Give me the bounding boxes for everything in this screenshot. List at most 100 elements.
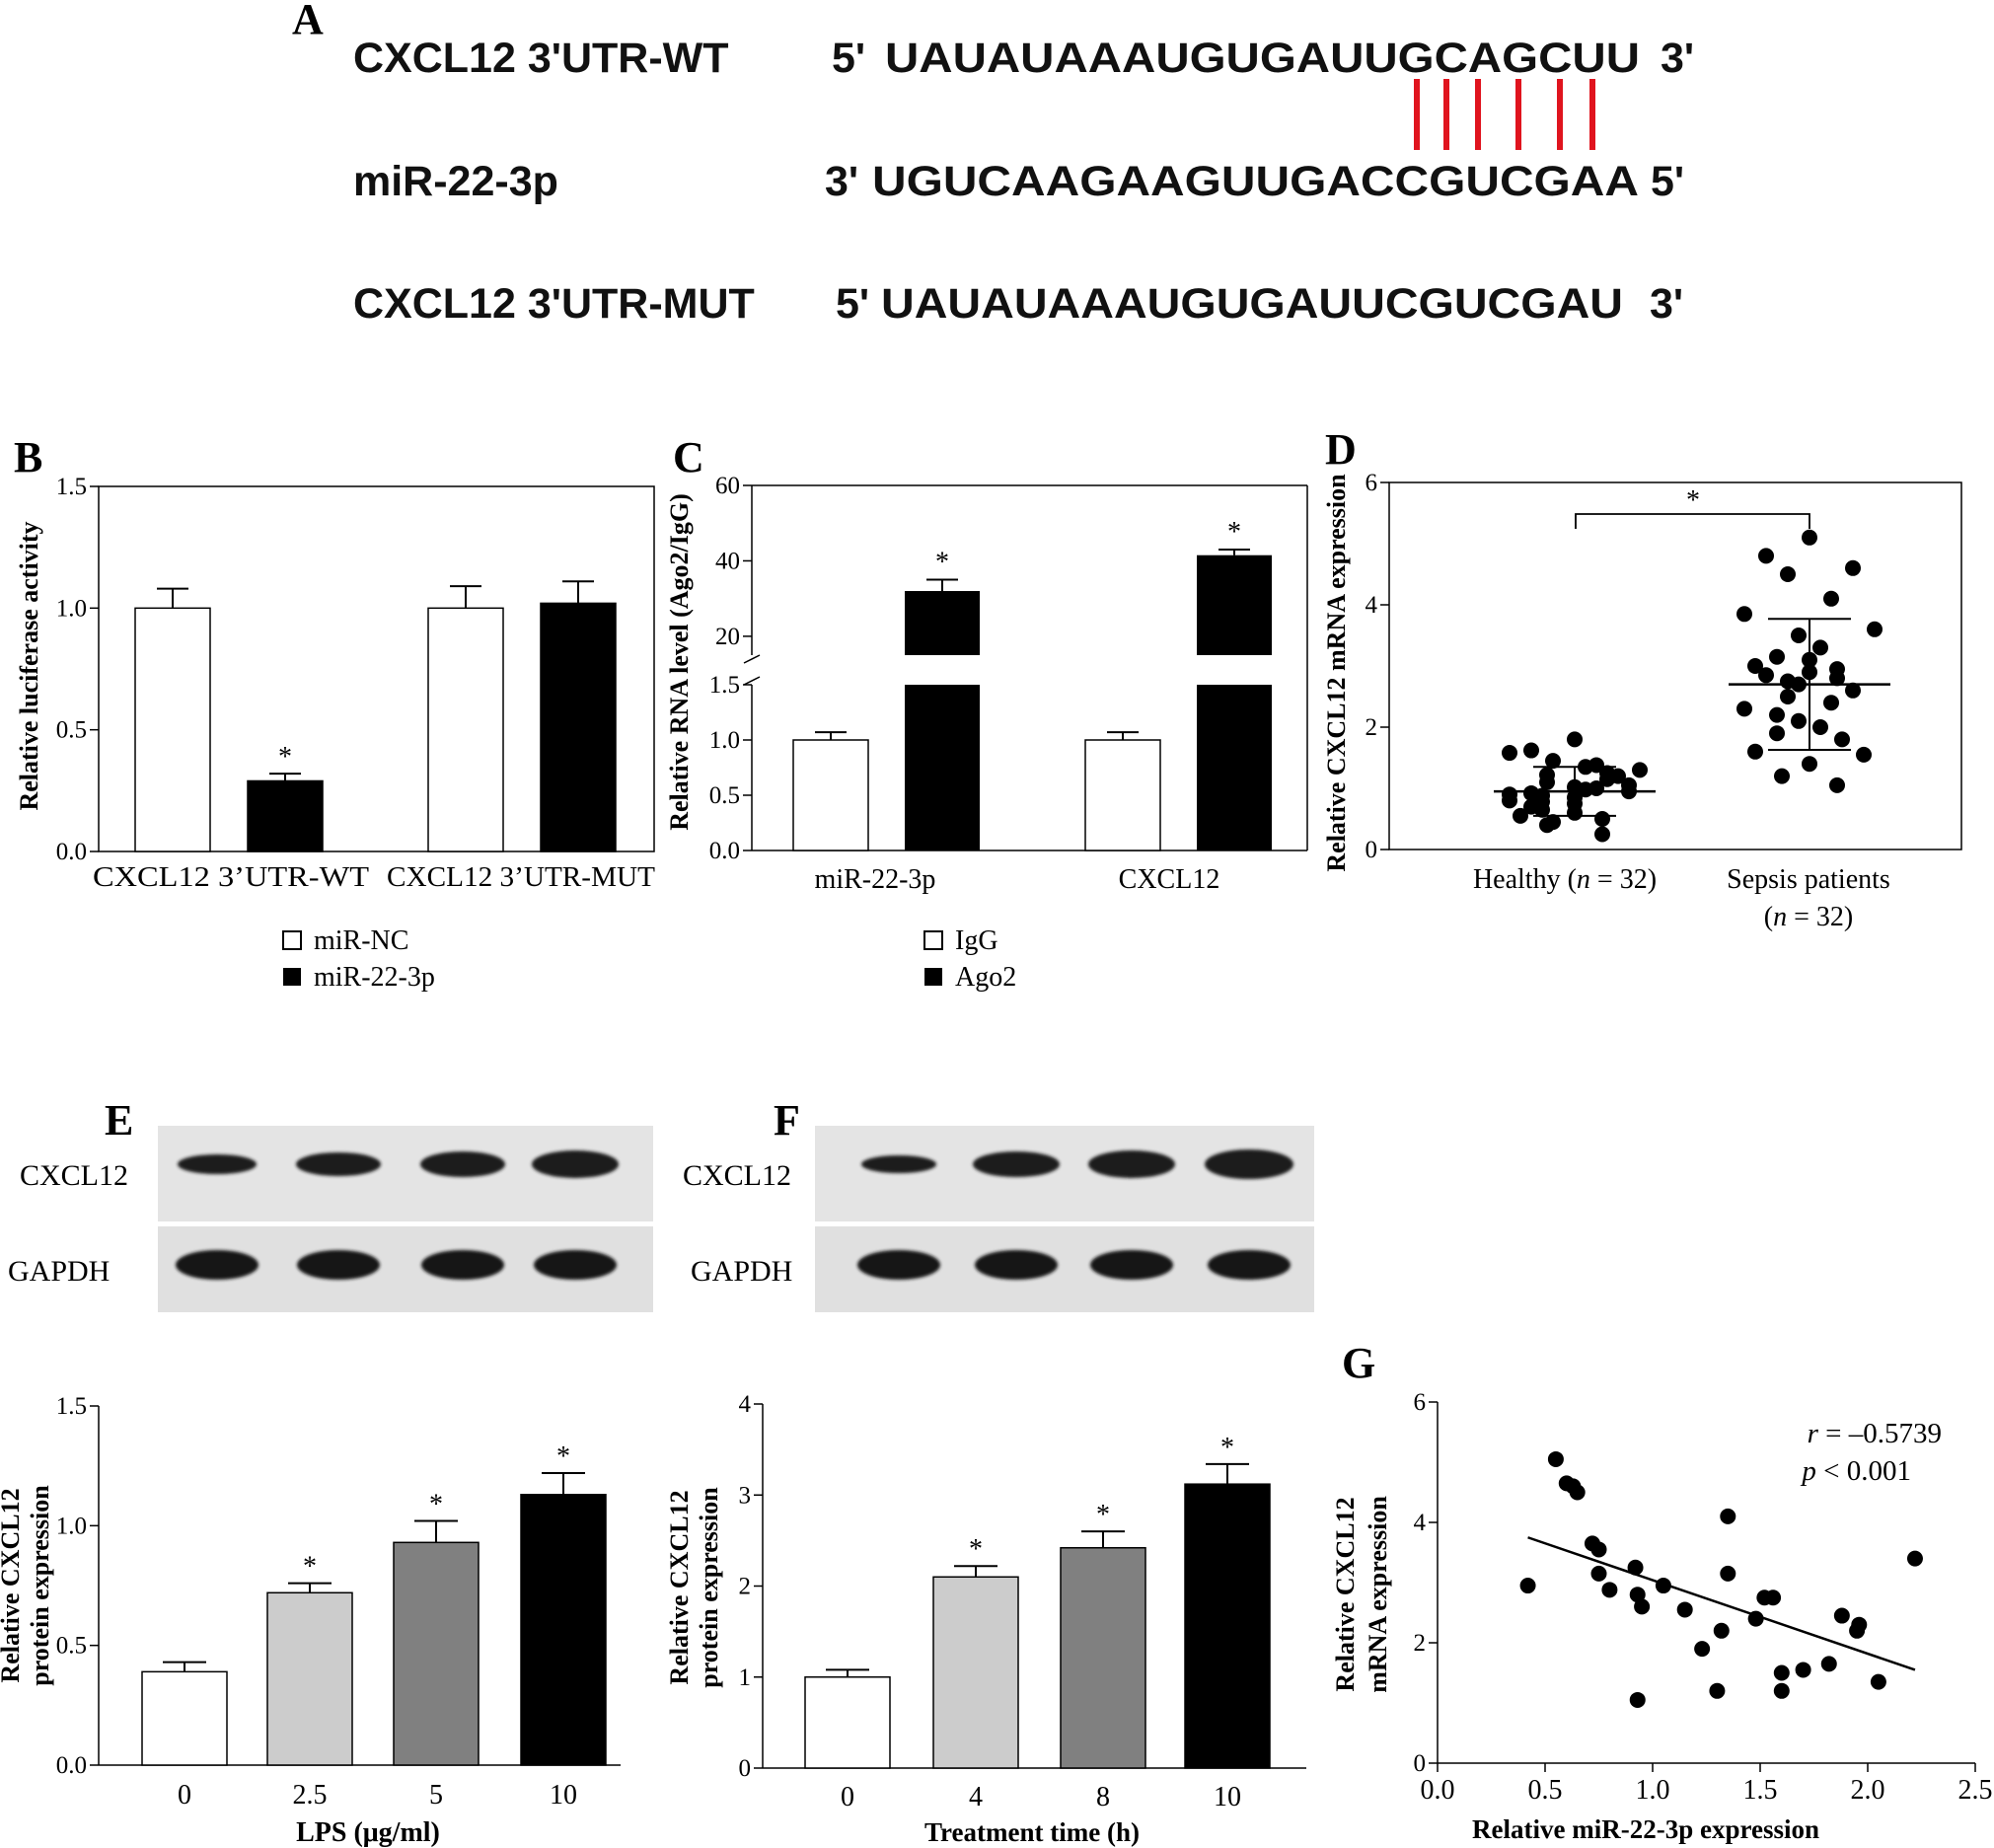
bar-e-2: [393, 1541, 480, 1766]
dot-d-0-28: [1594, 811, 1610, 827]
r-value: = –0.5739: [1818, 1418, 1942, 1449]
x-tick-label-f-1: 4: [969, 1782, 983, 1812]
panel-label-a: A: [292, 0, 324, 43]
scatter-point-g-8: [1601, 1582, 1618, 1598]
scatter-point-g-12: [1629, 1691, 1646, 1708]
sig-star-c-1: *: [1227, 517, 1241, 548]
scatter-point-g-26: [1820, 1656, 1837, 1672]
blot-f-gapdh-band-2: [1090, 1250, 1173, 1280]
c-lower-ytick-label-3: 1.5: [709, 672, 740, 699]
blot-label-e-cxcl12: CXCL12: [20, 1159, 128, 1192]
dot-d-1-26: [1834, 731, 1850, 748]
plot-frame-d: [1388, 481, 1962, 850]
dot-d-1-0: [1802, 529, 1817, 546]
b-ytick-label-1: 0.5: [56, 717, 87, 744]
ylab-g-line-1: mRNA expression: [1364, 1496, 1392, 1693]
bar-f-1: [932, 1576, 1019, 1769]
dot-d-0-1: [1523, 742, 1539, 759]
dot-d-0-25: [1534, 801, 1550, 818]
ylab-e-line-1: protein expression: [26, 1485, 54, 1686]
seq-mut: UAUAUAAAUGUGAUUCGUCGAU: [881, 280, 1623, 328]
dot-d-0-21: [1502, 792, 1517, 809]
dot-d-1-11: [1747, 658, 1763, 674]
legend-swatch-b-0: [282, 930, 302, 950]
seq-name-mut: CXCL12 3'UTR-MUT: [353, 280, 755, 328]
sig-star-c-0: *: [935, 548, 949, 578]
bar-c-1-0-lower: [905, 685, 980, 850]
ylab-g-line-0: Relative CXCL12: [1331, 1497, 1360, 1691]
dot-d-1-22: [1769, 706, 1785, 723]
b-ytick-label-2: 1.0: [56, 595, 87, 622]
g-ytick-label-0: 0: [1414, 1750, 1427, 1777]
r-symbol: r: [1808, 1418, 1819, 1449]
p-symbol: p: [1800, 1455, 1816, 1487]
scatter-point-g-11: [1634, 1598, 1651, 1615]
correlation-r: r = –0.5739: [1808, 1418, 1942, 1449]
y-axis-title-c: Relative RNA level (Ago2/IgG): [665, 493, 694, 831]
bar-c-1-1-lower: [1197, 685, 1272, 850]
sig-star-b-0: *: [278, 742, 292, 773]
panel-label-d: D: [1325, 425, 1357, 474]
scatter-point-g-17: [1713, 1622, 1730, 1639]
y-axis-title-d: Relative CXCL12 mRNA expression: [1322, 474, 1351, 872]
bar-f-2: [1060, 1547, 1146, 1769]
bar-b-0-0: [134, 607, 211, 852]
sig-star-e-3: *: [556, 1441, 570, 1472]
correlation-p: p < 0.001: [1800, 1455, 1911, 1487]
chart-b: 0.0 0.5 1.0 1.5 *: [56, 474, 655, 865]
d-ytick-label-1: 2: [1366, 714, 1378, 741]
blot-f-cxcl12-band-1: [973, 1151, 1060, 1177]
blot-e-cxcl12-band-1: [296, 1152, 381, 1176]
blot-f-cxcl12-band-2: [1088, 1150, 1175, 1178]
dot-d-0-3: [1545, 753, 1561, 770]
seq-prefix-mirna: 3': [825, 158, 858, 205]
blot-f-cxcl12-band-0: [861, 1155, 936, 1173]
x-axis-title-f: Treatment time (h): [924, 1817, 1140, 1847]
x-axis-title-e: LPS (μg/ml): [296, 1817, 440, 1848]
x-tick-label-e-1: 2.5: [293, 1780, 328, 1811]
western-blot-e: [158, 1126, 653, 1312]
dot-d-1-7: [1791, 628, 1807, 643]
dot-d-1-20: [1823, 695, 1839, 711]
axis-break-mark-c: [743, 654, 761, 686]
dot-d-1-21: [1736, 701, 1752, 717]
f-ytick-label-2: 2: [739, 1574, 752, 1600]
g-ytick-label-1: 2: [1414, 1630, 1427, 1657]
seq-name-wt: CXCL12 3'UTR-WT: [353, 35, 729, 82]
panel-b: B Relative luciferase activity 0.0 0.5 1.0…: [14, 433, 655, 993]
panel-a: A CXCL12 3'UTR-WT 5' UAUAUAAAUGUGAUUGCAG…: [292, 0, 1694, 328]
legend-swatch-c-0: [923, 930, 943, 950]
x-category-label-d-0: Healthy (n = 32): [1473, 864, 1657, 895]
blot-e-cxcl12-band-0: [178, 1154, 257, 1174]
blot-e-cxcl12-band-3: [532, 1150, 619, 1178]
blot-label-e-gapdh: GAPDH: [8, 1255, 110, 1288]
x-tick-label-f-2: 8: [1096, 1782, 1110, 1812]
scatter-point-g-14: [1676, 1601, 1693, 1618]
blot-e-gapdh-band-0: [176, 1250, 258, 1280]
panel-d: D Relative CXCL12 mRNA expression 0246* …: [1322, 425, 1962, 932]
d-ytick-label-3: 6: [1366, 470, 1378, 496]
scatter-point-g-31: [1906, 1550, 1923, 1567]
f-ytick-label-3: 3: [739, 1482, 752, 1509]
scatter-point-g-9: [1627, 1559, 1644, 1576]
dot-d-0-27: [1513, 807, 1528, 824]
scatter-point-g-30: [1870, 1673, 1886, 1690]
bar-c-0-1: [1084, 739, 1161, 851]
bar-c-0-0: [792, 739, 869, 851]
x-category-label-d-1a: Sepsis patients: [1727, 864, 1890, 895]
legend-swatch-b-1: [283, 968, 301, 986]
scatter-point-g-29: [1851, 1616, 1868, 1633]
panel-g: G Relative CXCL12 mRNA expression 0 2 4 6 0.0…: [1331, 1339, 1993, 1844]
panel-label-b: B: [14, 433, 42, 481]
dot-d-0-10: [1599, 771, 1615, 787]
f-ytick-label-1: 1: [739, 1664, 752, 1691]
chart-e: 0.0 0.5 1.0 1.5 0 * 2.5 * 5 * 10: [56, 1393, 621, 1811]
blot-e-gapdh-band-3: [534, 1250, 617, 1280]
sig-star-f-1: *: [969, 1534, 983, 1565]
dot-d-0-11: [1539, 774, 1555, 790]
plot-frame-b: [98, 485, 655, 852]
dot-d-1-9: [1769, 648, 1785, 665]
dot-d-1-24: [1812, 719, 1828, 735]
e-ytick-label-1: 0.5: [56, 1633, 87, 1660]
